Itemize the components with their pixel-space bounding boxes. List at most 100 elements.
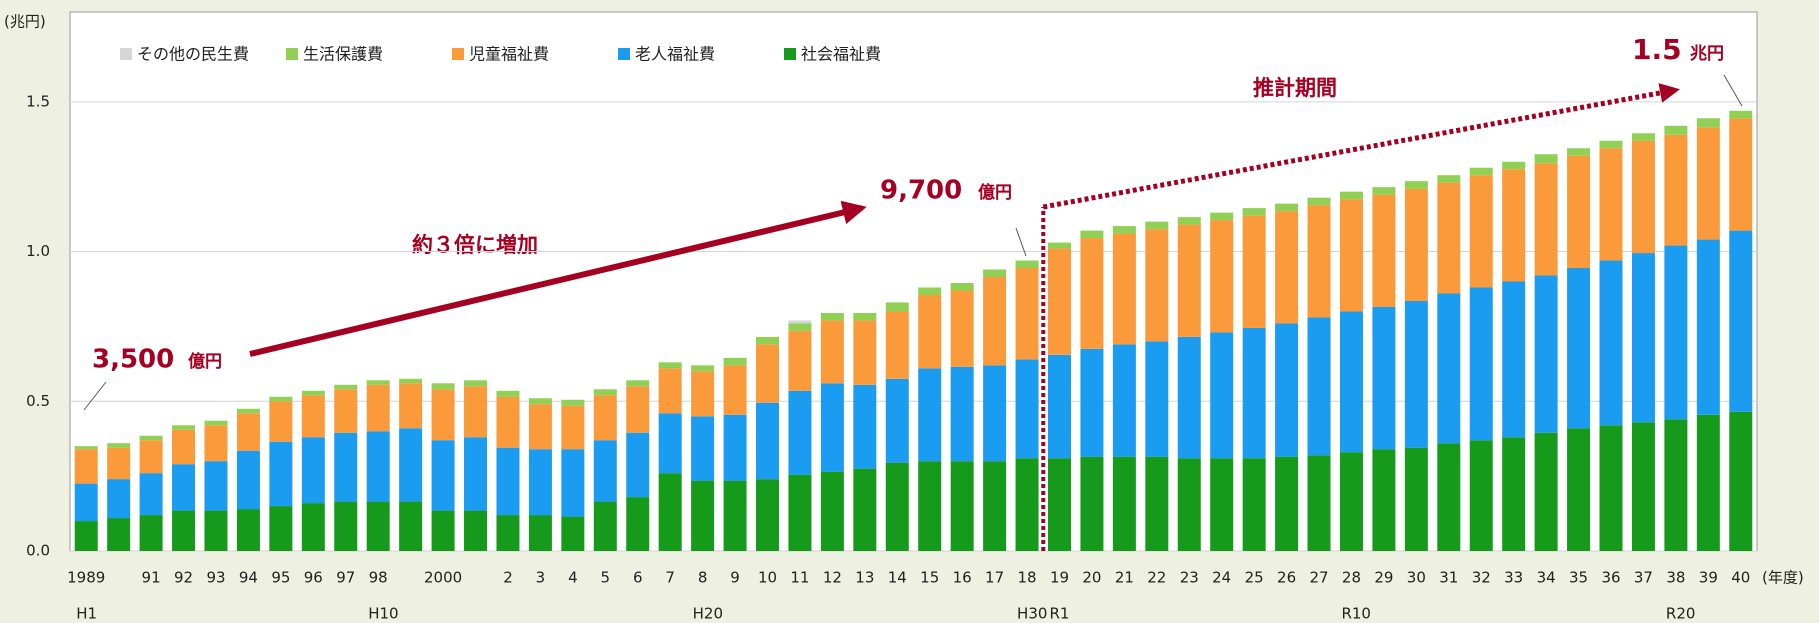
bar-segment <box>1177 224 1201 337</box>
bar-segment <box>107 518 131 551</box>
bar-segment <box>366 384 390 432</box>
bar-segment <box>1534 275 1558 433</box>
bar-segment <box>1112 344 1136 457</box>
x-tick-label: 21 <box>1115 569 1134 587</box>
bar-segment <box>1275 211 1299 324</box>
legend-label: 児童福祉費 <box>469 45 549 64</box>
x-tick-label: 13 <box>855 569 874 587</box>
bar-segment <box>107 443 131 448</box>
bar-segment <box>918 294 942 369</box>
era-label: H10 <box>368 605 398 623</box>
bar-segment <box>1080 230 1104 239</box>
bar-segment <box>918 287 942 295</box>
bar-segment <box>1631 140 1655 254</box>
bar-segment <box>1534 163 1558 276</box>
era-label: H1 <box>76 605 97 623</box>
bar-segment <box>301 437 325 504</box>
x-tick-label: 9 <box>730 569 740 587</box>
bar-segment <box>1307 197 1331 206</box>
bar-segment <box>74 449 98 484</box>
bar-segment <box>1502 169 1526 282</box>
bar-segment <box>1145 221 1169 230</box>
bar-segment <box>1145 341 1169 457</box>
bar-segment <box>1015 260 1039 269</box>
bar-segment <box>269 441 293 507</box>
bar-segment <box>399 378 423 384</box>
bar-segment <box>788 323 812 331</box>
bar-segment <box>1015 458 1039 551</box>
bar-segment <box>1047 354 1071 459</box>
bar-segment <box>1210 458 1234 551</box>
bar-segment <box>593 501 617 551</box>
bar-segment <box>788 390 812 475</box>
bar-segment <box>301 395 325 438</box>
bar-segment <box>756 336 780 345</box>
bar-segment <box>1015 359 1039 459</box>
bar-segment <box>139 515 163 551</box>
x-tick-label: 5 <box>601 569 611 587</box>
bar-segment <box>885 378 909 463</box>
x-tick-label: 27 <box>1309 569 1328 587</box>
bar-segment <box>658 368 682 414</box>
bar-segment <box>1145 229 1169 342</box>
bar-segment <box>1339 191 1363 200</box>
bar-segment <box>528 515 552 551</box>
bar-segment <box>1664 134 1688 246</box>
x-tick-label: 37 <box>1634 569 1653 587</box>
bar-segment <box>399 501 423 551</box>
bar-segment <box>74 521 98 551</box>
bar-segment <box>464 437 488 511</box>
bar-segment <box>788 320 812 324</box>
bar-segment <box>1242 208 1266 216</box>
bar-segment <box>1502 437 1526 551</box>
x-tick-label: 1989 <box>67 569 105 587</box>
bar-segment <box>1696 414 1720 551</box>
x-unit-label: (年度) <box>1762 569 1804 587</box>
bar-segment <box>172 429 196 465</box>
bar-segment <box>658 413 682 474</box>
bar-segment <box>464 380 488 387</box>
bar-segment <box>528 398 552 405</box>
bar-segment <box>1599 148 1623 261</box>
x-tick-label: 20 <box>1082 569 1101 587</box>
bar-segment <box>1567 155 1591 269</box>
x-tick-label: 36 <box>1601 569 1620 587</box>
annotation-number: 9,700 <box>880 176 962 206</box>
x-tick-label: 25 <box>1245 569 1264 587</box>
bar-segment <box>561 399 585 406</box>
bar-segment <box>236 509 260 551</box>
bar-segment <box>1437 182 1461 294</box>
bar-segment <box>626 386 650 433</box>
bar-segment <box>1404 447 1428 551</box>
bar-segment <box>204 425 228 462</box>
bar-segment <box>820 320 844 384</box>
bar-segment <box>561 449 585 517</box>
x-tick-label: 31 <box>1439 569 1458 587</box>
annotation-unit: 億円 <box>978 182 1012 203</box>
bar-segment <box>723 357 747 366</box>
bar-segment <box>1729 118 1753 231</box>
bar-segment <box>788 474 812 551</box>
x-tick-label: 30 <box>1407 569 1426 587</box>
bar-segment <box>950 366 974 462</box>
bar-segment <box>1339 311 1363 453</box>
x-tick-label: 38 <box>1666 569 1685 587</box>
bar-segment <box>626 497 650 551</box>
annotation-number: 1.5 <box>1632 33 1682 66</box>
x-tick-label: 6 <box>633 569 643 587</box>
x-tick-label: 29 <box>1374 569 1393 587</box>
bar-segment <box>464 386 488 438</box>
x-tick-label: 14 <box>888 569 907 587</box>
x-tick-label: 16 <box>953 569 972 587</box>
bar-segment <box>820 312 844 321</box>
x-tick-label: 8 <box>698 569 708 587</box>
x-tick-label: 10 <box>758 569 777 587</box>
bar-segment <box>236 450 260 510</box>
bar-segment <box>528 449 552 516</box>
bar-segment <box>1047 458 1071 551</box>
bar-segment <box>756 344 780 403</box>
bar-segment <box>885 311 909 379</box>
bar-segment <box>1437 443 1461 551</box>
bar-segment <box>1177 336 1201 459</box>
bar-segment <box>1469 175 1493 288</box>
